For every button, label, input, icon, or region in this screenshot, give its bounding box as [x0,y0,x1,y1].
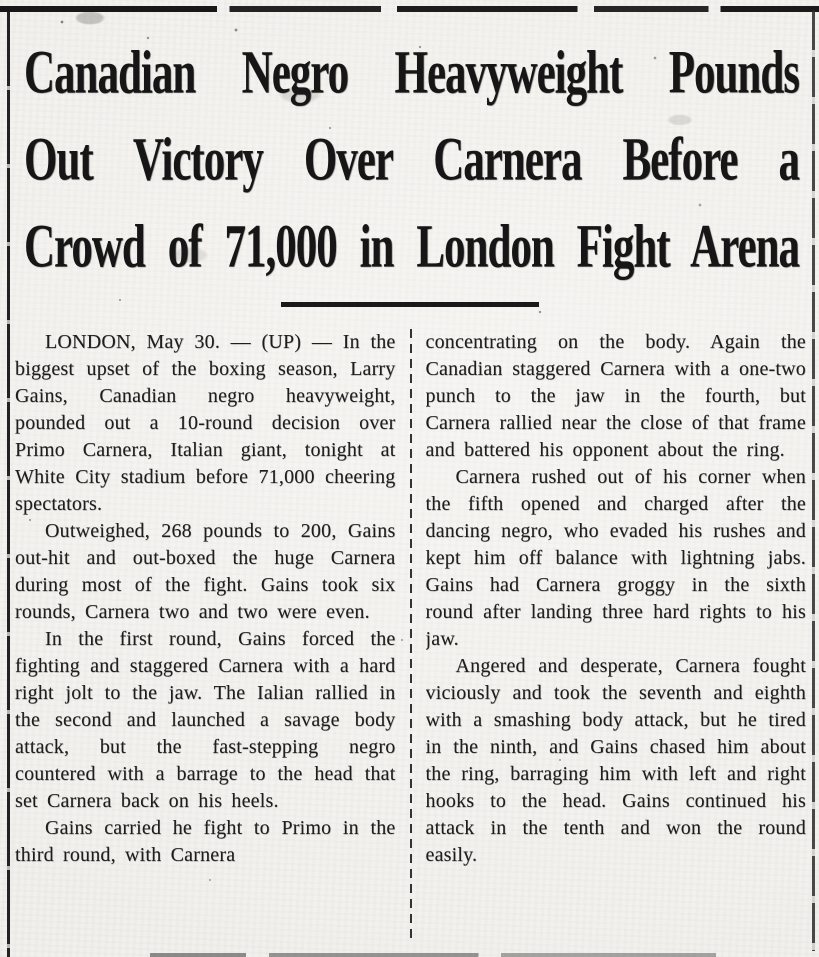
bottom-border-rule [150,953,716,957]
article-paragraph: Angered and desperate, Carnera fought vi… [425,655,806,866]
headline: Canadian Negro Heavyweight Pounds Out Vi… [24,30,800,291]
column-left: LONDON, May 30. — (UP) — In the biggest … [15,329,396,943]
left-border-rule [7,12,10,957]
article-paragraph: LONDON, May 30. — (UP) — In the biggest … [15,331,396,515]
right-border-rule [812,10,815,951]
headline-line-3: Crowd of 71,000 in London Fight Arena [24,214,800,281]
column-right: concentrating on the body. Again the Can… [426,329,807,943]
article-body: LONDON, May 30. — (UP) — In the biggest … [15,329,806,943]
article-paragraph: Carnera rushed out of his corner when th… [425,466,806,650]
article-paragraph: Gains carried he fight to Primo in the t… [15,817,396,866]
article-paragraph: Outweighed, 268 pounds to 200, Gains out… [15,520,396,623]
headline-divider-rule [280,302,539,307]
column-divider-rule [409,329,412,943]
article-paragraph-continuation: concentrating on the body. Again the Can… [425,331,806,461]
article-paragraph: In the first round, Gains forced the fig… [15,628,396,812]
